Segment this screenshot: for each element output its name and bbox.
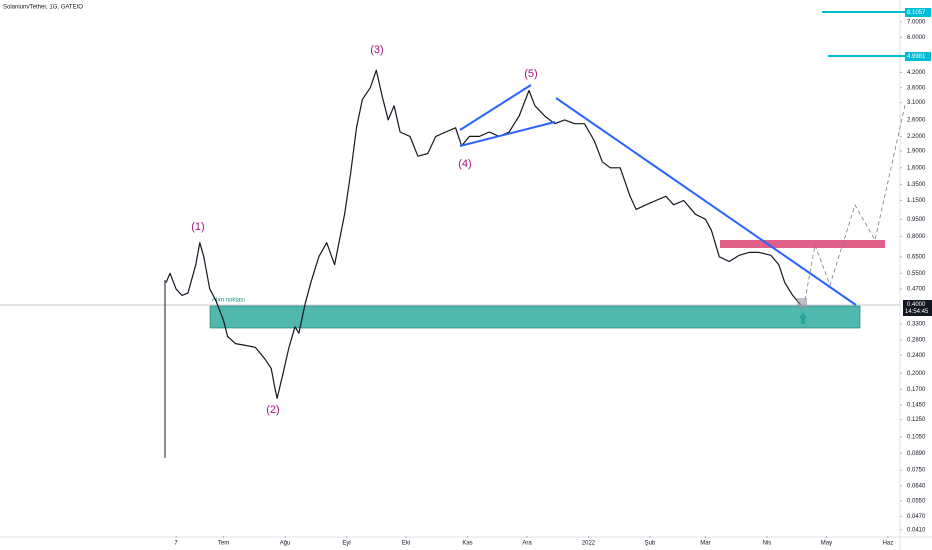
- y-tick-label: 0.4700: [907, 286, 926, 292]
- y-tick-label: 2.6000: [907, 117, 926, 123]
- x-tick-label: Şub: [645, 541, 656, 547]
- x-tick-label: May: [821, 541, 832, 547]
- last-price-tag: [903, 300, 932, 316]
- y-tick-label: 3.1000: [907, 100, 926, 106]
- y-tick-label: 0.6500: [907, 254, 926, 260]
- y-tick-label: 0.1700: [907, 387, 926, 393]
- y-tick-label: 0.3300: [907, 321, 926, 327]
- x-tick-label: 2022: [582, 541, 596, 547]
- price-tag-label: 4.9981: [907, 54, 926, 60]
- chart-title: Solanium/Tether, 1G, GATEIO: [3, 5, 83, 11]
- y-tick-label: 0.1050: [907, 434, 926, 440]
- y-tick-label: 1.9000: [907, 148, 926, 154]
- y-tick-label: 1.3500: [907, 182, 926, 188]
- buy-zone: [209, 305, 861, 329]
- last-price: 0.4000: [907, 302, 926, 308]
- y-tick-label: 2.2000: [907, 134, 926, 140]
- y-tick-label: 6.0000: [907, 35, 926, 41]
- arrow-up: [799, 312, 807, 324]
- y-tick-label: 0.2000: [907, 371, 926, 377]
- price-tag: [905, 52, 931, 61]
- y-tick-label: 0.8000: [907, 234, 926, 240]
- wave-label: (3): [370, 44, 383, 56]
- y-tick-label: 0.0640: [907, 483, 926, 489]
- y-tick-label: 3.6000: [907, 85, 926, 91]
- wedge-line: [459, 121, 556, 147]
- zone-label: Alım noktası: [212, 298, 245, 304]
- y-tick-label: 0.1250: [907, 417, 926, 423]
- x-tick-label: Ara: [522, 541, 532, 547]
- y-tick-label: 0.0410: [907, 527, 926, 533]
- y-tick-label: 0.0750: [907, 468, 926, 474]
- price-tag-label: 8.1057: [907, 10, 926, 16]
- y-tick-label: 1.1500: [907, 198, 926, 204]
- projection: [804, 104, 906, 301]
- trendline: [555, 97, 857, 306]
- trendlines: [459, 84, 857, 306]
- marker-box: [797, 298, 807, 308]
- countdown: 14:54:45: [905, 309, 929, 315]
- x-tick-label: Nis: [763, 541, 772, 547]
- wave-label: (2): [266, 404, 279, 416]
- y-tick-label: 0.2400: [907, 353, 926, 359]
- price-line-series: [165, 69, 802, 399]
- resistance-zone: [720, 240, 885, 248]
- y-tick-label: 0.5500: [907, 271, 926, 277]
- x-tick-label: Tem: [218, 541, 229, 547]
- y-tick-label: 4.2000: [907, 70, 926, 76]
- y-tick-label: 0.2800: [907, 338, 926, 344]
- x-tick-label: Kas: [462, 541, 472, 547]
- y-tick-label: 0.0890: [907, 451, 926, 457]
- y-tick-label: 0.0470: [907, 514, 926, 520]
- x-tick-label: Eyl: [342, 541, 350, 547]
- y-tick-label: 0.9500: [907, 217, 926, 223]
- y-tick-label: 7.0000: [907, 20, 926, 26]
- wedge-line: [459, 84, 532, 131]
- price-tag: [905, 8, 931, 17]
- x-tick-label: Eki: [402, 541, 410, 547]
- x-tick-label: Haz: [883, 541, 894, 547]
- y-tick-label: 0.1450: [907, 403, 926, 409]
- y-tick-label: 0.0550: [907, 498, 926, 504]
- y-tick-label: 1.6000: [907, 165, 926, 171]
- x-tick-label: 7: [174, 541, 178, 547]
- wave-label: (1): [191, 221, 204, 233]
- wave-label: (4): [458, 158, 471, 170]
- wave-label: (5): [524, 68, 537, 80]
- x-tick-label: Ağu: [280, 541, 291, 547]
- x-tick-label: Mar: [700, 541, 710, 547]
